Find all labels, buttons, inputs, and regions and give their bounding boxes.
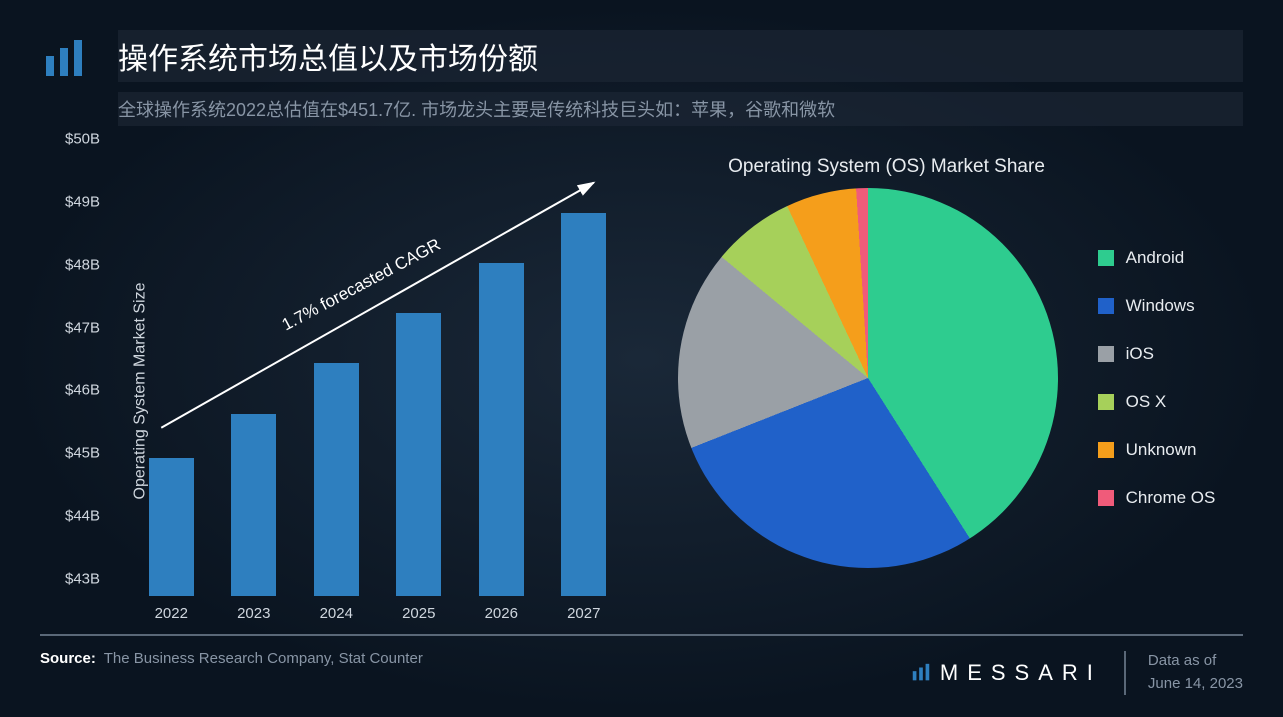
legend-item: Android (1098, 248, 1216, 268)
page-title: 操作系统市场总值以及市场份额 (118, 30, 1243, 82)
header-text: 操作系统市场总值以及市场份额 全球操作系统2022总估值在$451.7亿. 市场… (118, 30, 1243, 126)
legend-item: OS X (1098, 392, 1216, 412)
footer-brand: MESSARI Data as of June 14, 2023 (910, 650, 1243, 695)
legend-label: Unknown (1126, 440, 1197, 460)
bar-chart-xtick: 2026 (485, 605, 518, 622)
legend-label: Windows (1126, 296, 1195, 316)
charts-row: Operating System Market Size 1.7% foreca… (0, 146, 1283, 626)
bar-chart-ytick: $43B (65, 571, 100, 588)
pie-chart-legend: Android Windows iOS OS X Unknown Chrome OS (1098, 248, 1216, 508)
bar-chart-ytick: $47B (65, 319, 100, 336)
messari-logo-icon (40, 36, 88, 84)
pie-chart-row: Android Windows iOS OS X Unknown Chrome OS (650, 188, 1243, 568)
bar-chart-ytick: $50B (65, 131, 100, 148)
legend-swatch (1098, 442, 1114, 458)
legend-item: Windows (1098, 296, 1216, 316)
legend-swatch (1098, 250, 1114, 266)
bar-chart-bar (231, 414, 276, 596)
pie-chart: Operating System (OS) Market Share Andro… (650, 156, 1243, 626)
footer-brand-text: MESSARI (910, 660, 1102, 686)
bar-chart-bar (561, 213, 606, 596)
pie-chart-graphic (678, 188, 1058, 568)
legend-label: iOS (1126, 344, 1154, 364)
bar-chart-plot-area: 1.7% forecasted CAGR $43B$44B$45B$46B$47… (120, 166, 625, 596)
legend-label: OS X (1126, 392, 1167, 412)
footer-data-as-of-date: June 14, 2023 (1148, 673, 1243, 696)
footer-brand-name: MESSARI (940, 660, 1102, 686)
bar-chart: Operating System Market Size 1.7% foreca… (40, 156, 630, 626)
legend-swatch (1098, 346, 1114, 362)
header: 操作系统市场总值以及市场份额 全球操作系统2022总估值在$451.7亿. 市场… (0, 0, 1283, 146)
bar-chart-xtick: 2024 (320, 605, 353, 622)
bar-chart-ytick: $48B (65, 256, 100, 273)
bar-chart-xtick: 2022 (155, 605, 188, 622)
legend-label: Android (1126, 248, 1185, 268)
messari-logo-icon (910, 662, 932, 684)
footer-source-label: Source: (40, 650, 96, 667)
bar-chart-xtick: 2027 (567, 605, 600, 622)
bar-chart-ytick: $49B (65, 193, 100, 210)
bar-chart-ytick: $46B (65, 382, 100, 399)
legend-label: Chrome OS (1126, 488, 1216, 508)
bar-chart-bar (149, 458, 194, 596)
footer-divider (1124, 651, 1126, 695)
bar-chart-ytick: $44B (65, 508, 100, 525)
bar-chart-xtick: 2025 (402, 605, 435, 622)
bar-chart-bar (479, 263, 524, 596)
bar-chart-bar (396, 313, 441, 596)
legend-swatch (1098, 298, 1114, 314)
legend-swatch (1098, 490, 1114, 506)
page-subtitle: 全球操作系统2022总估值在$451.7亿. 市场龙头主要是传统科技巨头如：苹果… (118, 92, 1243, 126)
bar-chart-ytick: $45B (65, 445, 100, 462)
legend-item: iOS (1098, 344, 1216, 364)
footer-source: Source: The Business Research Company, S… (40, 650, 423, 667)
footer-source-text: The Business Research Company, Stat Coun… (104, 650, 423, 667)
pie-chart-title: Operating System (OS) Market Share (530, 156, 1243, 178)
legend-swatch (1098, 394, 1114, 410)
legend-item: Chrome OS (1098, 488, 1216, 508)
legend-item: Unknown (1098, 440, 1216, 460)
bar-chart-bar (314, 363, 359, 596)
footer-data-as-of-label: Data as of (1148, 650, 1243, 673)
bar-chart-bars (130, 166, 625, 596)
bar-chart-xtick: 2023 (237, 605, 270, 622)
footer-data-as-of: Data as of June 14, 2023 (1148, 650, 1243, 695)
footer: Source: The Business Research Company, S… (40, 634, 1243, 695)
